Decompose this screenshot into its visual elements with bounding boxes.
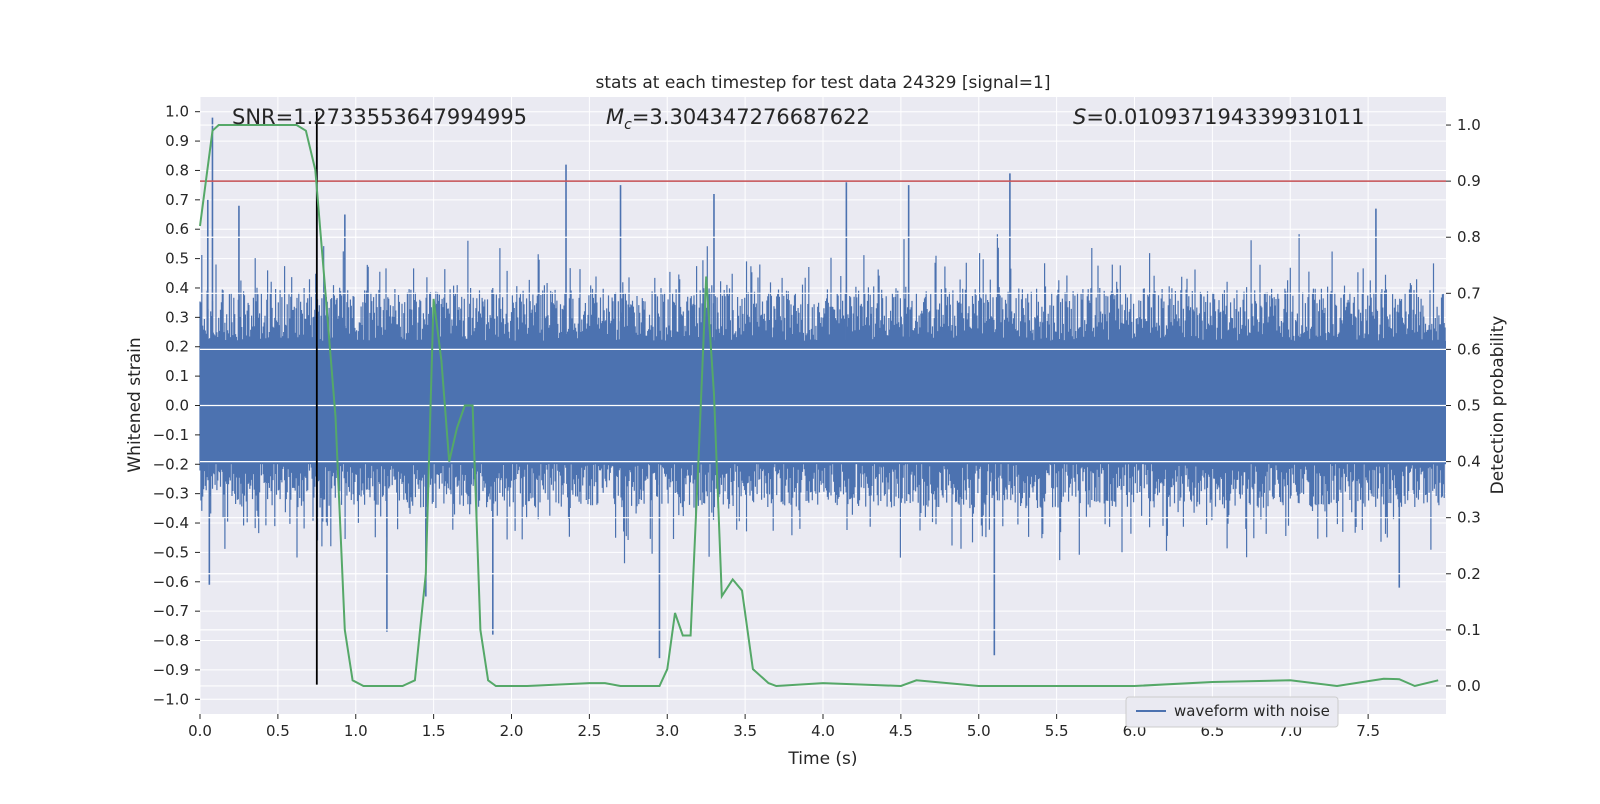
chart-title: stats at each timestep for test data 243… <box>596 73 1051 93</box>
y-left-tick-label: 0.3 <box>165 308 189 326</box>
y-left-tick-label: 0.7 <box>165 191 189 209</box>
y-left-tick-label: −0.7 <box>153 602 189 620</box>
y-left-tick-label: 1.0 <box>165 103 189 121</box>
x-tick-label: 5.5 <box>1045 722 1069 740</box>
x-tick-label: 4.5 <box>889 722 913 740</box>
y-right-tick-label: 0.0 <box>1457 677 1481 695</box>
y-right-tick-label: 0.7 <box>1457 284 1481 302</box>
y-right-tick-label: 0.2 <box>1457 565 1481 583</box>
waveform-core <box>200 340 1446 465</box>
legend-box <box>1125 696 1339 728</box>
y-left-tick-label: 0.9 <box>165 132 189 150</box>
x-tick-label: 5.0 <box>967 722 991 740</box>
y-right-axis-ticks: 1.0 0.9 0.8 0.7 0.6 0.5 0.4 0.3 0.2 0.1 0.0 <box>1446 116 1481 695</box>
mc-subscript: c <box>624 117 632 133</box>
x-axis-ticks: 0.0 0.5 1.0 1.5 2.0 2.5 3.0 3.5 4.0 4.5 5.0 5.5 6.0 6… <box>188 714 1380 740</box>
y-right-tick-label: 0.9 <box>1457 172 1481 190</box>
y-left-tick-label: −0.9 <box>153 661 189 679</box>
mc-value: =3.304347276687622 <box>632 105 870 129</box>
legend-label: waveform with noise <box>1174 702 1330 720</box>
y-left-tick-label: 0.5 <box>165 250 189 268</box>
x-tick-label: 2.5 <box>577 722 601 740</box>
x-tick-label: 0.0 <box>188 722 212 740</box>
x-tick-label: 3.0 <box>655 722 679 740</box>
y-left-tick-label: 0.4 <box>165 279 189 297</box>
y-left-tick-label: 0.6 <box>165 220 189 238</box>
y-right-tick-label: 0.4 <box>1457 453 1481 471</box>
y-left-axis-ticks: 1.0 0.9 0.8 0.7 0.6 0.5 0.4 0.3 0.2 0.1 0.0 −0.1 −0.… <box>153 103 200 708</box>
s-annotation: S=0.010937194339931011 <box>1073 105 1364 129</box>
snr-annotation: SNR=1.2733553647994995 <box>232 105 527 129</box>
probability-line <box>199 124 1439 688</box>
y-right-tick-label: 0.5 <box>1457 397 1481 415</box>
x-tick-label: 4.0 <box>811 722 835 740</box>
mc-annotation: Mc=3.304347276687622 <box>606 105 870 133</box>
y-left-tick-label: −0.1 <box>153 426 189 444</box>
probability-series <box>199 124 1439 688</box>
y-left-tick-label: 0.1 <box>165 367 189 385</box>
y-left-tick-label: −0.3 <box>153 485 189 503</box>
y-left-tick-label: −0.2 <box>153 455 189 473</box>
y-left-tick-label: −0.8 <box>153 632 189 650</box>
s-value: =0.010937194339931011 <box>1086 105 1364 129</box>
x-tick-label: 0.5 <box>266 722 290 740</box>
y-right-tick-label: 0.1 <box>1457 621 1481 639</box>
s-symbol: S <box>1073 105 1086 129</box>
y-left-tick-label: 0.2 <box>165 338 189 356</box>
y-right-tick-label: 1.0 <box>1457 116 1481 134</box>
x-tick-label: 1.0 <box>344 722 368 740</box>
y-right-axis-label: Detection probability <box>1488 316 1508 495</box>
y-left-tick-label: −0.5 <box>153 543 189 561</box>
y-left-tick-label: 0.0 <box>165 397 189 415</box>
x-tick-label: 7.5 <box>1356 722 1380 740</box>
y-left-axis-label: Whitened strain <box>125 337 145 472</box>
y-left-tick-label: −0.6 <box>153 573 189 591</box>
x-tick-label: 2.0 <box>500 722 524 740</box>
y-left-tick-label: −0.4 <box>153 514 189 532</box>
legend: waveform with noise <box>1125 696 1339 728</box>
y-right-tick-label: 0.8 <box>1457 228 1481 246</box>
y-left-tick-label: 0.8 <box>165 161 189 179</box>
mc-symbol: M <box>606 105 624 129</box>
y-left-tick-label: −1.0 <box>153 690 189 708</box>
x-tick-label: 1.5 <box>422 722 446 740</box>
x-tick-label: 3.5 <box>733 722 757 740</box>
waveform-series <box>199 117 1446 687</box>
y-right-tick-label: 0.6 <box>1457 340 1481 358</box>
x-axis-label: Time (s) <box>787 749 857 769</box>
y-right-tick-label: 0.3 <box>1457 509 1481 527</box>
